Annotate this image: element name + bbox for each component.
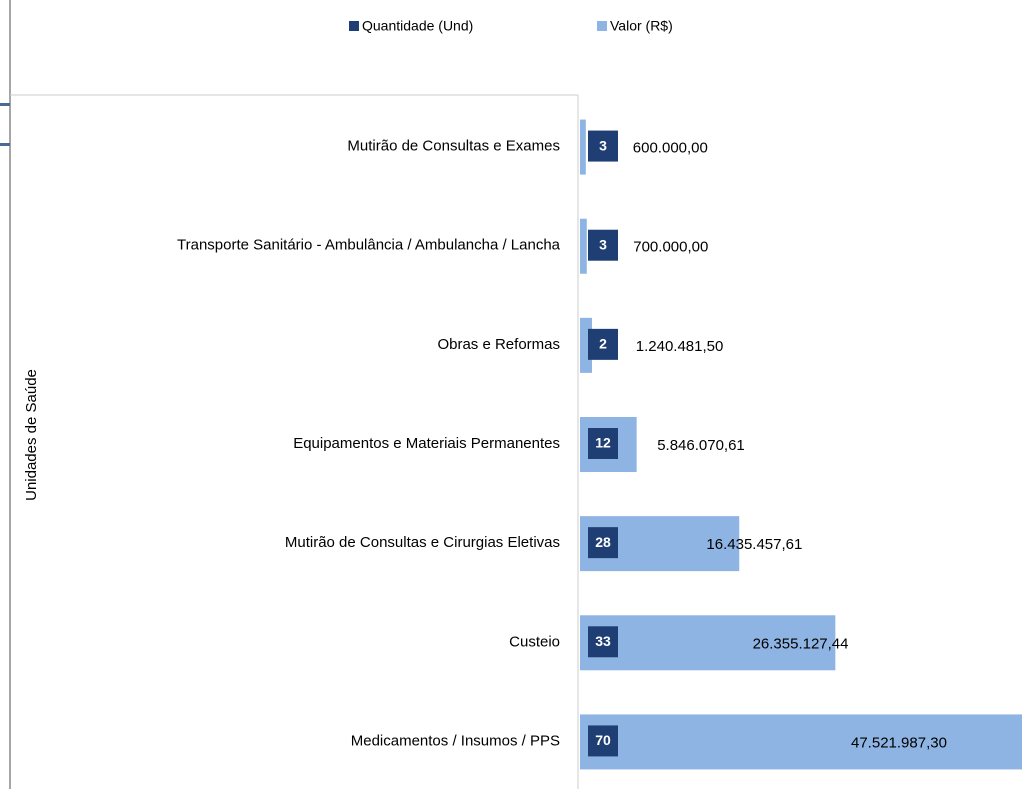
quantity-box	[588, 229, 618, 261]
category-label: Equipamentos e Materiais Permanentes	[293, 435, 560, 452]
value-label: 5.846.070,61	[657, 437, 745, 454]
value-bar	[580, 119, 586, 175]
legend-label: Valor (R$)	[610, 18, 673, 34]
value-label: 16.435.457,61	[706, 536, 802, 553]
quantity-label: 3	[599, 236, 607, 252]
value-label: 26.355.127,44	[753, 635, 849, 652]
quantity-label: 2	[599, 336, 607, 352]
quantity-label: 33	[595, 633, 611, 649]
quantity-label: 3	[599, 137, 607, 153]
value-bar	[580, 615, 836, 671]
category-label: Custeio	[509, 633, 560, 650]
value-bar	[580, 714, 1022, 770]
quantity-box	[588, 428, 618, 459]
quantity-label: 12	[595, 435, 611, 451]
quantity-label: 28	[595, 534, 611, 550]
category-label: Mutirão de Consultas e Exames	[347, 138, 560, 155]
category-label: Mutirão de Consultas e Cirurgias Eletiva…	[285, 534, 560, 551]
category-label: Obras e Reformas	[437, 336, 560, 353]
value-label: 47.521.987,30	[851, 734, 947, 751]
quantity-box	[588, 725, 618, 757]
decor	[0, 143, 10, 146]
legend-swatch	[597, 21, 607, 31]
value-bar	[580, 218, 587, 274]
legend-label: Quantidade (Und)	[362, 18, 473, 34]
category-label: Transporte Sanitário - Ambulância / Ambu…	[177, 237, 561, 254]
legend-swatch	[349, 21, 359, 31]
quantity-box	[588, 527, 618, 559]
value-label: 700.000,00	[633, 239, 708, 256]
quantity-box	[588, 626, 618, 658]
quantity-label: 70	[595, 732, 611, 748]
y-axis-title: Unidades de Saúde	[23, 369, 40, 501]
decor	[0, 103, 10, 106]
value-label: 1.240.481,50	[636, 338, 724, 355]
value-label: 600.000,00	[633, 140, 708, 157]
quantity-box	[588, 130, 618, 162]
category-label: Medicamentos / Insumos / PPS	[351, 732, 560, 749]
quantity-box	[588, 328, 618, 360]
